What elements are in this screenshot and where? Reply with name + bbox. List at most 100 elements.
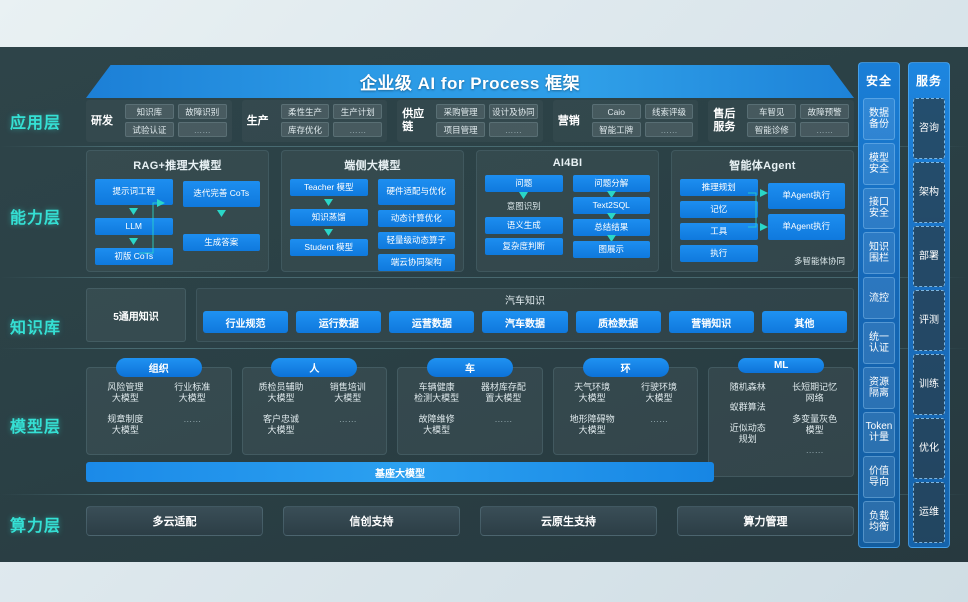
- model-item[interactable]: 近似动态 规划: [729, 422, 766, 444]
- flow-node[interactable]: 记忆: [680, 201, 758, 218]
- flow-node[interactable]: 生成答案: [182, 234, 260, 251]
- model-item[interactable]: 行业标准 大模型: [174, 382, 211, 404]
- compute-chip[interactable]: 算力管理: [677, 506, 854, 536]
- model-item[interactable]: 风险管理 大模型: [107, 382, 144, 404]
- model-item[interactable]: 质检员辅助 大模型: [258, 382, 304, 404]
- flow-node[interactable]: 工具: [680, 223, 758, 240]
- capability-panel-edge-model[interactable]: 端侧大模型 Teacher 模型 知识蒸馏 Student 模型 硬件适配与优化…: [281, 150, 464, 272]
- service-cell[interactable]: 架构: [913, 162, 945, 223]
- app-chip[interactable]: 车智见: [747, 104, 797, 119]
- security-cell[interactable]: 资源隔离: [863, 366, 895, 409]
- knowledge-chip[interactable]: 行业规范: [203, 311, 289, 333]
- app-group-supply-chain[interactable]: 供应链 采购管理 项目管理 设计及协同 ……: [397, 100, 543, 142]
- model-item[interactable]: 行驶环境 大模型: [640, 382, 677, 404]
- service-cell[interactable]: 优化: [913, 418, 945, 479]
- service-cell[interactable]: 评测: [913, 290, 945, 351]
- flow-node[interactable]: 执行: [680, 245, 758, 262]
- flow-node[interactable]: 问题: [485, 175, 563, 192]
- app-chip[interactable]: 智能工牌: [591, 122, 641, 137]
- flow-node[interactable]: 提示词工程: [95, 179, 173, 205]
- model-item[interactable]: 多变量灰色 模型: [792, 413, 838, 435]
- flow-node[interactable]: 图展示: [572, 241, 650, 258]
- knowledge-chip[interactable]: 其他: [761, 311, 847, 333]
- flow-node[interactable]: 复杂度判断: [485, 238, 563, 255]
- app-chip-more[interactable]: ……: [644, 122, 694, 137]
- model-item-more[interactable]: ……: [338, 413, 357, 424]
- model-item-more[interactable]: ……: [649, 413, 668, 424]
- knowledge-chip[interactable]: 营销知识: [668, 311, 754, 333]
- security-cell[interactable]: 模型安全: [863, 142, 895, 185]
- service-cell[interactable]: 部署: [913, 226, 945, 287]
- security-cell[interactable]: 负载均衡: [863, 501, 895, 543]
- app-chip-more[interactable]: ……: [333, 122, 383, 137]
- model-item[interactable]: 车辆健康 检测大模型: [414, 382, 460, 404]
- model-item[interactable]: 地形障碍物 大模型: [569, 413, 615, 435]
- app-chip[interactable]: 故障预警: [800, 104, 849, 119]
- model-panel-ml[interactable]: ML 随机森林 蚁群算法 近似动态 规划 长短期记忆 网络 多变量灰色 模型 ……: [708, 358, 854, 477]
- model-item[interactable]: 规章制度 大模型: [107, 413, 144, 435]
- compute-chip[interactable]: 云原生支持: [480, 506, 657, 536]
- model-item[interactable]: 天气环境 大模型: [574, 382, 611, 404]
- flow-node[interactable]: 问题分解: [572, 175, 650, 192]
- model-item-more[interactable]: ……: [183, 413, 202, 424]
- capability-panel-agent[interactable]: 智能体Agent 推理规划 记忆 工具 执行 单Agent执行 单Agent执行: [671, 150, 854, 272]
- knowledge-chip[interactable]: 质检数据: [575, 311, 661, 333]
- model-panel-people[interactable]: 人 质检员辅助 大模型 客户忠诚 大模型 销售培训 大模型 ……: [241, 358, 388, 476]
- flow-node[interactable]: 推理规划: [680, 179, 758, 196]
- model-item[interactable]: 销售培训 大模型: [329, 382, 366, 404]
- compute-chip[interactable]: 多云适配: [86, 506, 263, 536]
- knowledge-chip[interactable]: 汽车数据: [482, 311, 568, 333]
- base-model-bar[interactable]: 基座大模型: [86, 462, 714, 482]
- model-item[interactable]: 器材库存配 置大模型: [480, 382, 526, 404]
- flow-node[interactable]: 动态计算优化: [377, 210, 455, 227]
- app-group-rd[interactable]: 研发 知识库 试验认证 故障识别 ……: [86, 100, 232, 142]
- app-chip[interactable]: 智能诊修: [747, 122, 797, 137]
- model-item[interactable]: 客户忠诚 大模型: [262, 413, 299, 435]
- flow-node[interactable]: 单Agent执行: [767, 183, 845, 209]
- compute-chip[interactable]: 信创支持: [283, 506, 460, 536]
- service-cell[interactable]: 训练: [913, 354, 945, 415]
- flow-node[interactable]: 初版 CoTs: [95, 248, 173, 265]
- app-chip[interactable]: 线索评级: [644, 104, 694, 119]
- app-chip-more[interactable]: ……: [177, 122, 227, 137]
- app-chip-more[interactable]: ……: [800, 122, 849, 137]
- security-cell[interactable]: 知识围栏: [863, 232, 895, 275]
- flow-node[interactable]: 端云协同架构: [377, 254, 455, 271]
- model-item-more[interactable]: ……: [805, 445, 824, 455]
- app-group-marketing[interactable]: 营销 Caio 智能工牌 线索评级 ……: [553, 100, 699, 142]
- service-cell[interactable]: 运维: [913, 482, 945, 543]
- security-cell[interactable]: 价值导向: [863, 456, 895, 499]
- flow-node[interactable]: 迭代完善 CoTs: [182, 181, 260, 207]
- security-cell[interactable]: 接口安全: [863, 187, 895, 230]
- flow-node[interactable]: Teacher 模型: [290, 179, 368, 196]
- app-chip[interactable]: 试验认证: [125, 122, 174, 137]
- app-chip[interactable]: 生产计划: [333, 104, 383, 119]
- service-cell[interactable]: 咨询: [913, 98, 945, 159]
- model-item[interactable]: 故障维修 大模型: [418, 413, 455, 435]
- app-chip[interactable]: 项目管理: [436, 122, 485, 137]
- flow-node[interactable]: 总结结果: [572, 219, 650, 236]
- flow-node[interactable]: 知识蒸馏: [290, 209, 368, 226]
- flow-node[interactable]: 语义生成: [485, 217, 563, 234]
- app-group-after-sales[interactable]: 售后服务 车智见 智能诊修 故障预警 ……: [708, 100, 854, 142]
- flow-node[interactable]: Text2SQL: [572, 197, 650, 214]
- app-chip[interactable]: 柔性生产: [280, 104, 330, 119]
- model-item[interactable]: 蚁群算法: [729, 402, 766, 413]
- flow-node[interactable]: LLM: [95, 218, 173, 235]
- app-chip[interactable]: Caio: [591, 104, 641, 119]
- model-panel-vehicle[interactable]: 车 车辆健康 检测大模型 故障维修 大模型 器材库存配 置大模型 ……: [397, 358, 543, 476]
- general-knowledge-box[interactable]: 5通用知识: [86, 288, 186, 342]
- flow-node[interactable]: 单Agent执行: [767, 214, 845, 240]
- app-group-production[interactable]: 生产 柔性生产 库存优化 生产计划 ……: [242, 100, 388, 142]
- app-chip[interactable]: 库存优化: [280, 122, 330, 137]
- security-cell[interactable]: 统一认证: [863, 321, 895, 364]
- app-chip[interactable]: 采购管理: [436, 104, 485, 119]
- security-cell[interactable]: 数据备份: [863, 98, 895, 140]
- security-cell[interactable]: 流控: [863, 277, 895, 319]
- flow-node[interactable]: Student 模型: [290, 239, 368, 256]
- flow-node[interactable]: 硬件适配与优化: [377, 179, 455, 205]
- capability-panel-rag[interactable]: RAG+推理大模型 提示词工程 LLM 初版 CoTs 迭代完善 CoTs 生成…: [86, 150, 269, 272]
- app-chip[interactable]: 故障识别: [177, 104, 227, 119]
- model-panel-organization[interactable]: 组织 风险管理 大模型 规章制度 大模型 行业标准 大模型 ……: [86, 358, 232, 476]
- model-item[interactable]: 长短期记忆 网络: [792, 382, 838, 404]
